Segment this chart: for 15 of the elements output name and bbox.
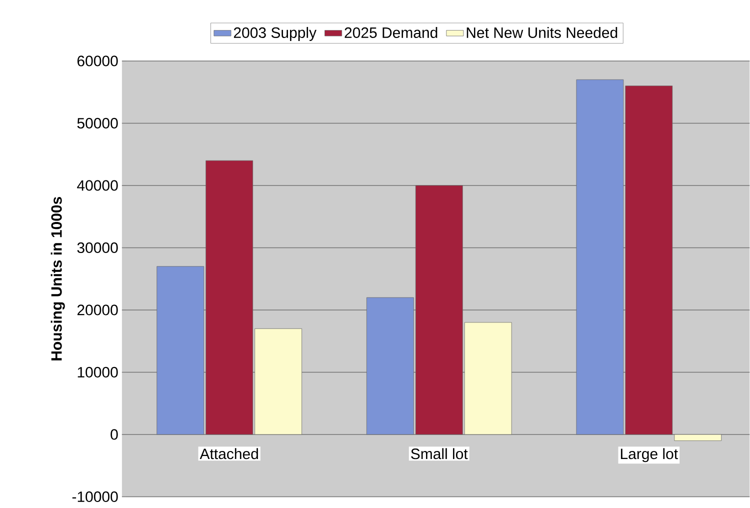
y-tick-label: 30000 xyxy=(77,242,118,254)
x-tick-label: Small lot xyxy=(411,448,468,460)
y-tick-label: 60000 xyxy=(77,56,118,66)
legend-label: 2003 Supply xyxy=(234,27,316,42)
x-tick-label: Attached xyxy=(200,448,258,460)
y-tick-label: -10000 xyxy=(72,492,118,502)
y-tick-label: 50000 xyxy=(77,118,118,129)
legend-label: Net New Units Needed xyxy=(466,27,618,38)
y-tick-label: 20000 xyxy=(77,304,118,316)
legend-label: 2025 Demand xyxy=(344,27,438,38)
y-tick-label: 0 xyxy=(110,429,118,440)
y-tick-label: 10000 xyxy=(78,367,118,378)
x-tick-label: Large lot xyxy=(620,448,678,462)
y-tick-label: 40000 xyxy=(77,180,118,191)
y-axis-title: Housing Units in 1000s xyxy=(50,197,65,360)
